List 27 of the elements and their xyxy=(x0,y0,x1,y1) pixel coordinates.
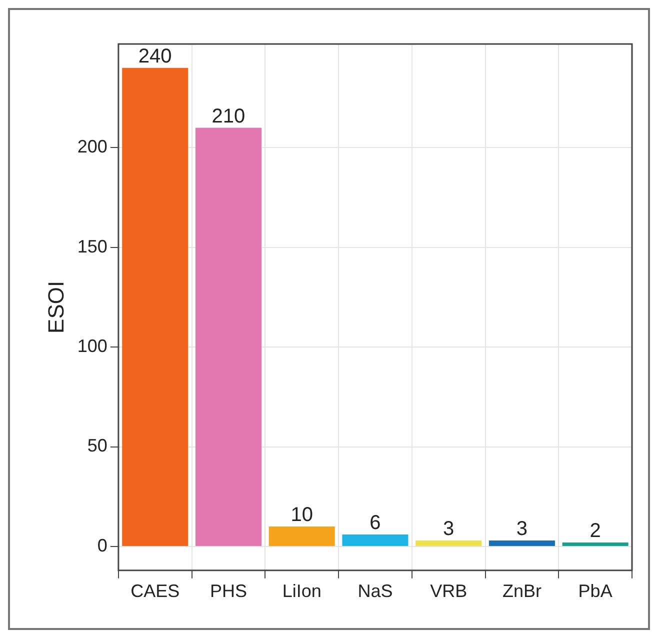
data-label: 3 xyxy=(443,518,454,540)
x-tick-label: VRB xyxy=(430,581,468,602)
y-tick-label: 100 xyxy=(77,336,108,356)
x-tick-label: PbA xyxy=(578,581,612,602)
bar xyxy=(488,540,555,546)
y-axis-title: ESOI xyxy=(43,280,68,334)
data-label: 210 xyxy=(212,105,246,128)
y-tick-label: 50 xyxy=(87,436,108,456)
y-tick-label: 0 xyxy=(97,535,108,556)
bar xyxy=(562,542,628,546)
bar xyxy=(342,534,408,546)
bar xyxy=(268,526,335,546)
x-tick-label: LiIon xyxy=(282,581,322,602)
x-tick-label: NaS xyxy=(358,581,393,602)
y-tick-label: 150 xyxy=(77,236,108,256)
data-label: 6 xyxy=(370,512,381,534)
data-label: 3 xyxy=(516,518,528,540)
data-label: 2 xyxy=(590,520,601,542)
x-tick-label: ZnBr xyxy=(502,581,542,602)
bar xyxy=(122,68,188,546)
data-label: 240 xyxy=(138,45,172,68)
y-tick-label: 200 xyxy=(77,136,108,157)
x-tick-label: CAES xyxy=(130,581,180,602)
x-tick-label: PHS xyxy=(210,581,247,602)
data-label: 10 xyxy=(290,504,313,526)
bar xyxy=(416,540,482,546)
bar xyxy=(195,128,262,546)
